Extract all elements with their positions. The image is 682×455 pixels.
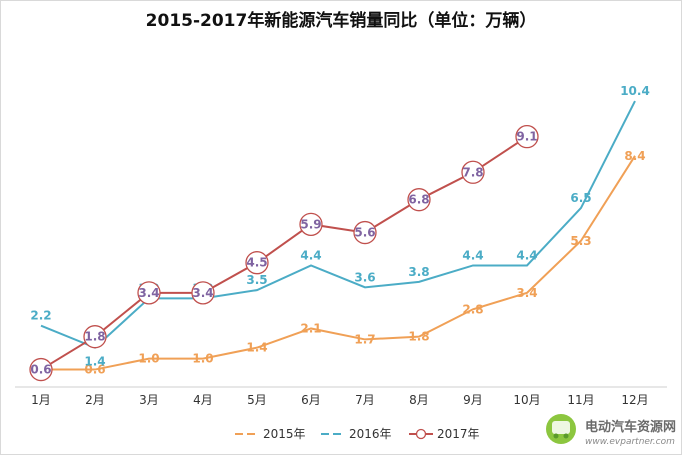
data-label: 7.8 <box>462 165 483 179</box>
data-label: 3.4 <box>192 286 213 300</box>
data-label: 1.4 <box>84 355 105 369</box>
x-tick-label: 7月 <box>355 393 375 407</box>
data-point-marker <box>137 281 161 305</box>
data-label: 10.4 <box>620 84 650 98</box>
series-2015年: 0.6 0.6 1.0 1.0 1.4 2.1 1.7 1.8 2.8 3.4 5.3 8.4 <box>30 149 645 377</box>
data-point-marker <box>299 212 323 236</box>
legend-label: 2016年 <box>349 427 392 441</box>
x-tick-label: 9月 <box>463 393 483 407</box>
watermark: 电动汽车资源网 www.evpartner.com <box>546 414 676 447</box>
data-point-marker <box>353 220 377 245</box>
data-label: 0.6 <box>30 363 51 377</box>
data-label: 1.8 <box>408 330 429 344</box>
data-point-marker <box>461 160 485 184</box>
watermark-logo-wheel-left <box>553 433 559 439</box>
x-tick-label: 4月 <box>193 393 213 407</box>
data-label: 5.6 <box>354 226 375 240</box>
data-label: 3.4 <box>138 286 159 300</box>
data-label: 4.5 <box>246 256 267 270</box>
data-point-marker <box>83 325 107 349</box>
series-2017年: 0.6 1.8 3.4 3.4 4.5 5.9 5.6 6.8 7.8 9.1 <box>29 125 539 382</box>
legend-label: 2015年 <box>263 427 306 441</box>
x-tick-label: 11月 <box>567 393 594 407</box>
x-tick-label: 10月 <box>513 393 540 407</box>
data-point-marker <box>515 125 539 149</box>
series-line <box>40 135 528 371</box>
data-label: 1.4 <box>246 341 267 355</box>
legend-marker <box>415 428 427 440</box>
data-point-marker <box>191 281 215 305</box>
data-label: 1.8 <box>84 330 105 344</box>
watermark-logo-wheel-right <box>563 433 569 439</box>
data-label: 6.8 <box>408 193 429 207</box>
data-label: 5.9 <box>300 217 321 231</box>
data-label: 1.0 <box>138 352 159 366</box>
legend-item: 2016年 <box>321 427 392 441</box>
data-point-marker <box>407 188 431 212</box>
x-tick-label: 3月 <box>139 393 159 407</box>
legend-label: 2017年 <box>437 427 480 441</box>
x-tick-label: 8月 <box>409 393 429 407</box>
watermark-text: 电动汽车资源网 <box>585 419 676 435</box>
legend: 2015年 2016年 2017年 <box>235 427 480 441</box>
data-label: 5.3 <box>570 234 591 248</box>
legend-item: 2017年 <box>409 427 480 441</box>
data-label: 4.4 <box>462 248 483 262</box>
data-label: 4.4 <box>300 248 321 262</box>
x-tick-label: 5月 <box>247 393 267 407</box>
x-axis-ticks: 1月 2月 3月 4月 5月 6月 7月 8月 9月 10月 11月 12月 <box>31 393 648 407</box>
series-line <box>40 100 636 349</box>
watermark-logo <box>546 414 576 444</box>
x-tick-label: 6月 <box>301 393 321 407</box>
data-point-marker <box>245 251 269 275</box>
chart-title: 2015-2017年新能源汽车销量同比（单位：万辆） <box>146 10 537 31</box>
data-label: 3.6 <box>354 270 375 284</box>
series-2016年: 2.21.43.23.23.54.43.63.84.44.46.510.4 <box>30 84 649 369</box>
data-label: 1.7 <box>354 332 375 346</box>
data-label: 2.8 <box>462 302 483 316</box>
data-label: 3.4 <box>516 286 537 300</box>
data-point-marker <box>29 357 53 382</box>
data-label: 3.8 <box>408 265 429 279</box>
data-label: 1.0 <box>192 352 213 366</box>
series-layer: 0.6 0.6 1.0 1.0 1.4 2.1 1.7 1.8 2.8 3.4 5.3 8.4 2.2 1… <box>29 84 650 382</box>
series-line <box>41 155 636 371</box>
x-tick-label: 1月 <box>31 393 51 407</box>
data-label: 6.5 <box>570 191 591 205</box>
watermark-logo-car <box>552 421 570 434</box>
data-label: 2.2 <box>30 309 51 323</box>
legend-item: 2015年 <box>235 427 306 441</box>
x-tick-label: 2月 <box>85 393 105 407</box>
data-label: 4.4 <box>516 248 537 262</box>
data-label: 0.6 <box>84 363 105 377</box>
watermark-url: www.evpartner.com <box>585 437 675 447</box>
data-label: 9.1 <box>516 130 537 144</box>
data-label: 2.1 <box>300 321 321 335</box>
x-tick-label: 12月 <box>621 393 648 407</box>
data-label: 3.5 <box>246 273 267 287</box>
data-label: 8.4 <box>624 149 645 163</box>
